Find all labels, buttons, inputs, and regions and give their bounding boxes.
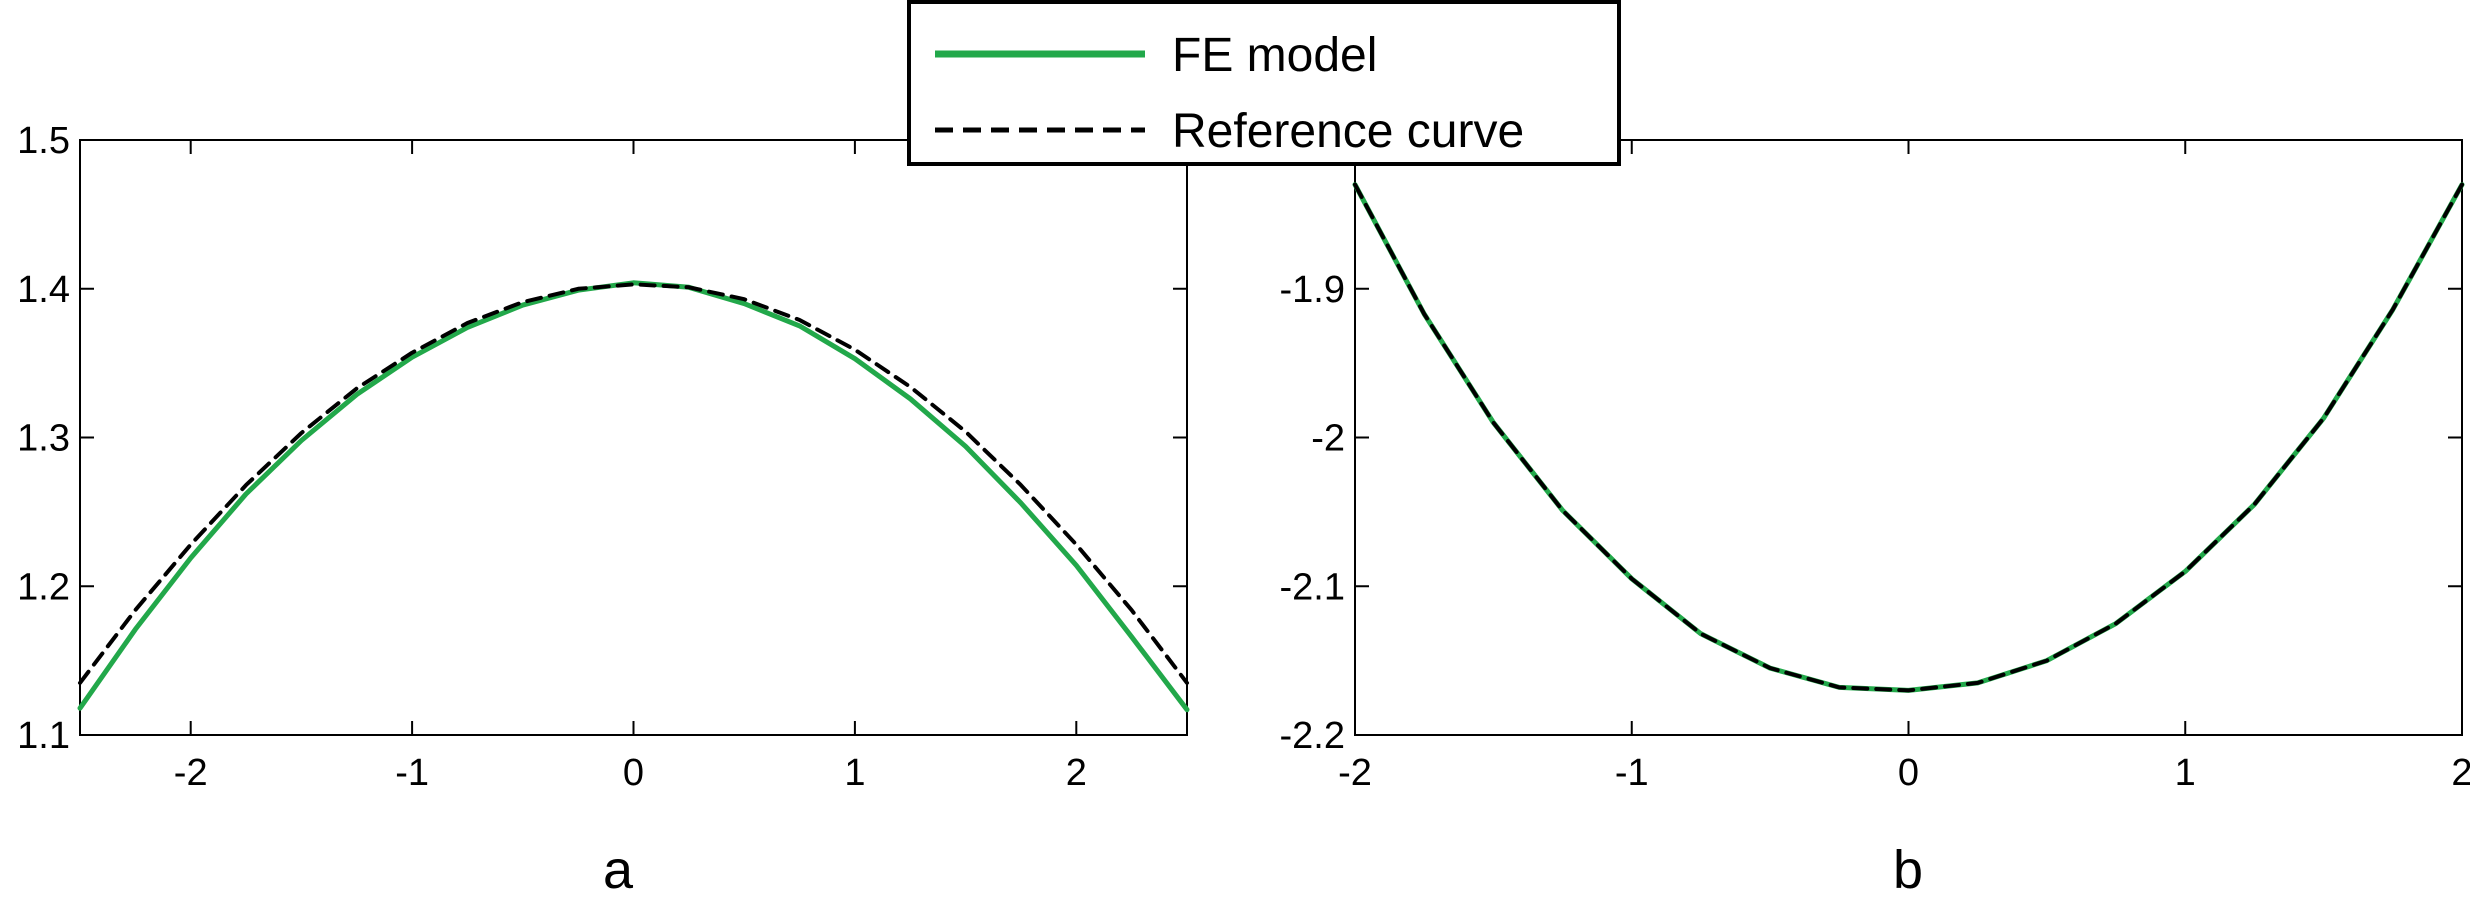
panel-a-x-tick-label: -1	[395, 752, 429, 794]
panel-b-series-fe-model	[1352, 182, 2465, 693]
panel-a-x-tick-label: 2	[1066, 752, 1087, 794]
panel-a-label: a	[603, 840, 634, 900]
panel-b-y-tick-label: -2.2	[1280, 715, 1345, 757]
panel-b-y-tick-label: -2.1	[1280, 566, 1345, 608]
panel-a-y-tick-label: 1.3	[17, 418, 70, 460]
panel-a-series-reference-curve	[78, 282, 1189, 685]
panel-b-y-tick-label: -2	[1311, 418, 1345, 460]
panel-b-y-tick-label: -1.9	[1280, 269, 1345, 311]
panel-a-chart: -2 -1 0 1 2 1.1 1.2 1.3 1.4 1.5 a	[17, 120, 1190, 900]
panel-a-y-tick-label: 1.1	[17, 715, 70, 757]
panel-a-x-tick-label: 1	[844, 752, 865, 794]
legend-label-fe-model: FE model	[1172, 29, 1377, 82]
panel-b-x-tick-label: 0	[1898, 752, 1919, 794]
panel-b-x-tick-label: -1	[1615, 752, 1649, 794]
panel-b-x-tick-label: -2	[1338, 752, 1372, 794]
panel-b-plot-frame	[1354, 139, 2463, 736]
panel-a-y-tick-label: 1.2	[17, 566, 70, 608]
legend: FE model Reference curve	[907, 0, 1621, 166]
panel-a-y-tick-label: 1.5	[17, 120, 70, 162]
panel-a-x-tick-label: -2	[174, 752, 208, 794]
panel-b-label: b	[1893, 840, 1923, 900]
panel-a-y-tick-label: 1.4	[17, 269, 70, 311]
panel-b-x-tick-label: 2	[2451, 752, 2470, 794]
panel-b-series-reference-curve	[1353, 182, 2464, 693]
panel-b-chart: -2 -1 0 1 2 -2.2 -2.1 -2 -1.9 b	[1280, 139, 2470, 900]
legend-label-reference-curve: Reference curve	[1172, 105, 1524, 158]
panel-b-x-tick-label: 1	[2175, 752, 2196, 794]
panel-a-plot-frame	[79, 139, 1188, 736]
legend-box	[907, 0, 1621, 166]
panel-a-series-fe-model	[77, 280, 1190, 713]
panel-a-x-tick-label: 0	[623, 752, 644, 794]
